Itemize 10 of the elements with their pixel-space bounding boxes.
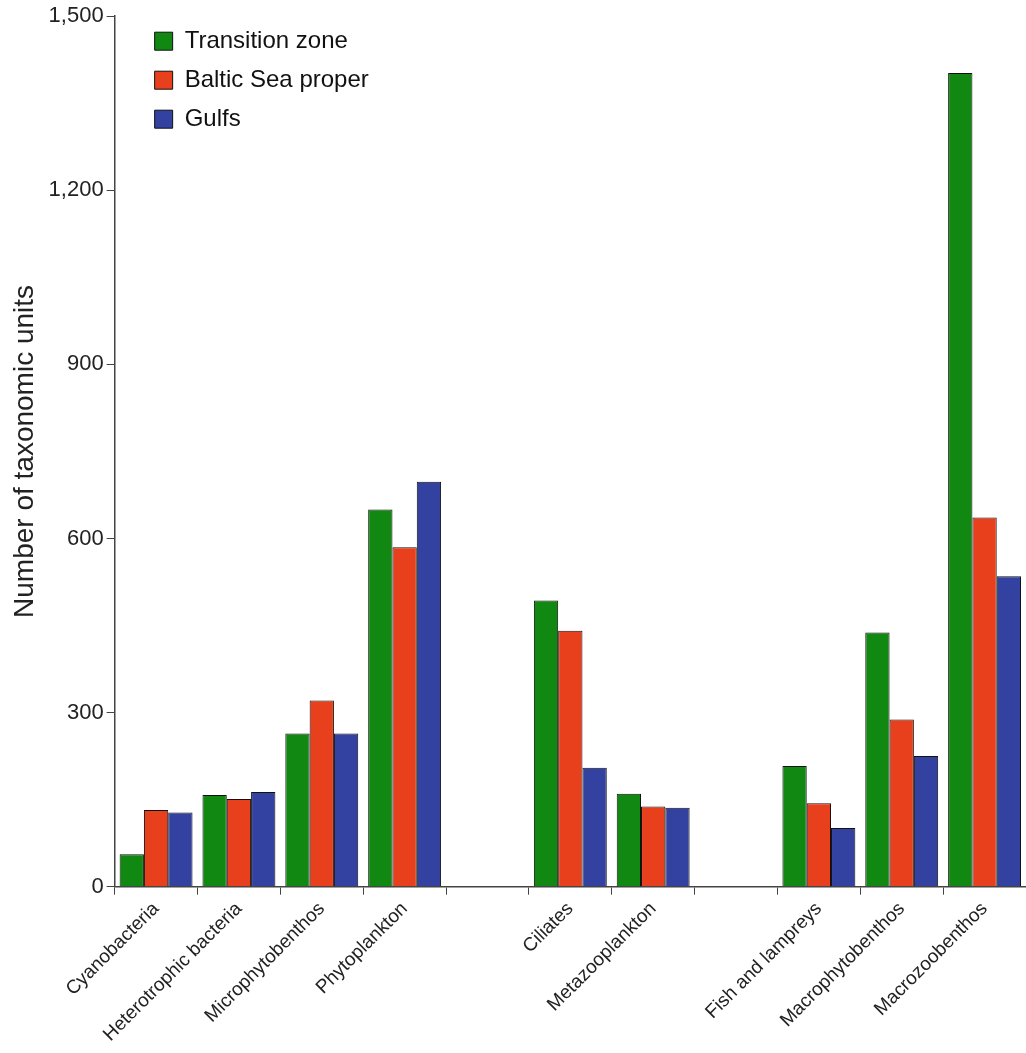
y-tick-label: 1,200 [48, 176, 104, 202]
y-tick-label: 300 [66, 698, 104, 724]
legend-label: Baltic Sea proper [184, 64, 369, 92]
y-tick-label: 1,500 [48, 2, 104, 28]
legend-label: Gulfs [184, 103, 241, 131]
y-tick-label: 900 [66, 350, 104, 376]
y-tick-label: 600 [66, 524, 104, 550]
legend-label: Transition zone [184, 25, 348, 53]
y-axis-title: Number of taxonomic units [7, 284, 39, 618]
y-tick-label: 0 [91, 872, 104, 898]
